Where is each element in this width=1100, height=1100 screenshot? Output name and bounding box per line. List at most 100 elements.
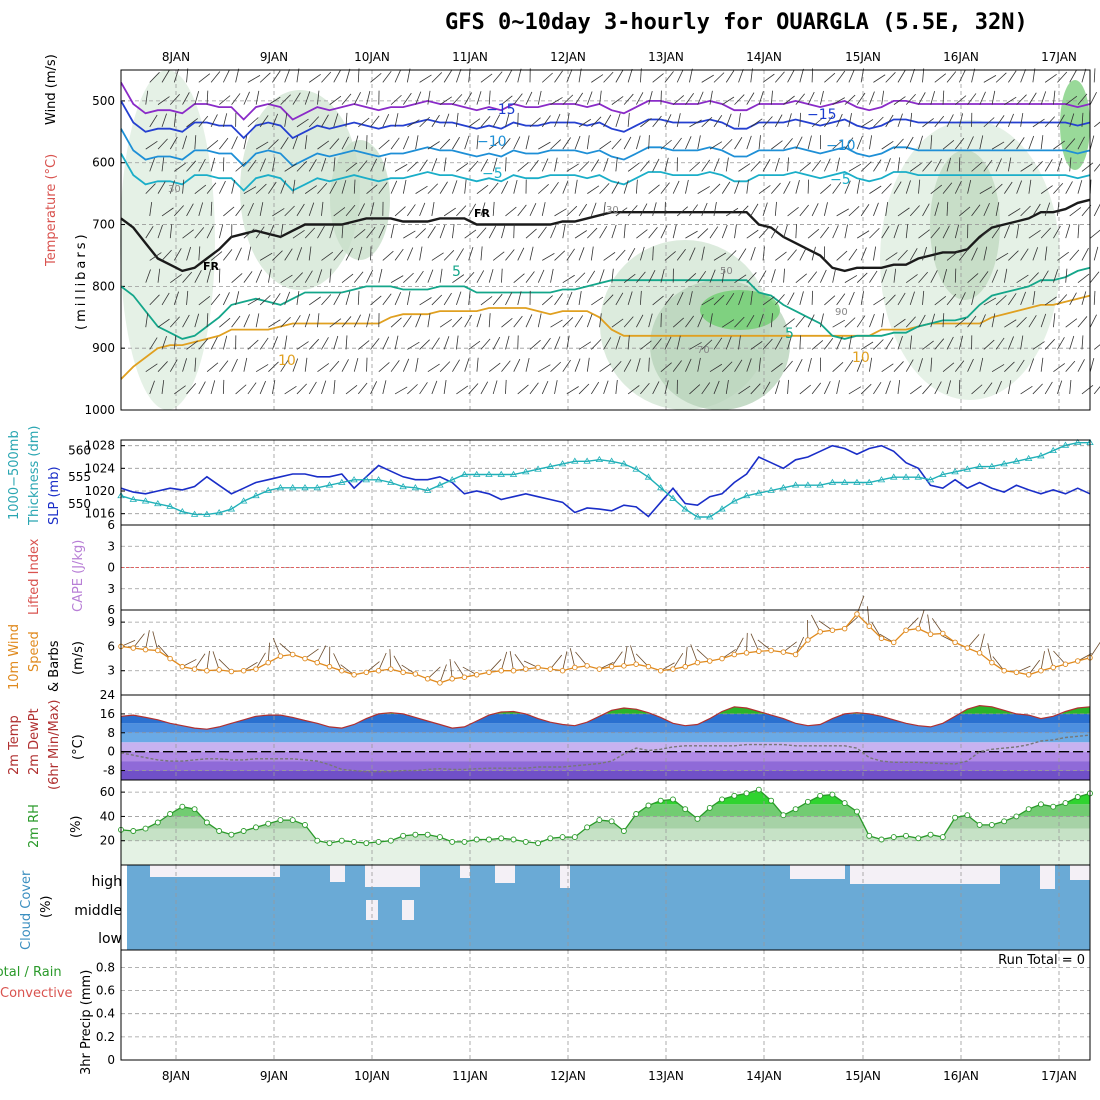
- wind-barb-upper: [501, 180, 509, 194]
- wind-barb-upper: [1065, 181, 1073, 194]
- wind-barb-upper: [161, 157, 165, 172]
- wind-barb-upper: [321, 251, 334, 261]
- wind-barb-upper: [268, 96, 281, 105]
- temp-band-5: [121, 723, 1090, 733]
- wind-barb-upper: [627, 205, 638, 217]
- label-convective: Convective: [0, 986, 73, 1001]
- wind-barb-upper: [247, 382, 257, 395]
- thickness-point: [595, 455, 604, 463]
- wind-barb-upper: [206, 182, 217, 194]
- wind-barb-upper: [713, 115, 723, 128]
- cloud-gap-1: [330, 865, 345, 882]
- wind-barb-upper: [1032, 383, 1043, 395]
- wind-barb-upper: [807, 271, 818, 283]
- wind-barb-upper: [770, 269, 776, 283]
- thickness-point: [632, 465, 640, 472]
- wind-barb-upper: [869, 227, 880, 239]
- wind-barb-upper: [640, 203, 648, 217]
- rh-point: [915, 835, 922, 842]
- wind10-barb: [449, 658, 453, 679]
- wind-barb-upper: [1016, 137, 1025, 150]
- rh-point: [682, 806, 689, 813]
- wind-barb-upper: [848, 163, 862, 172]
- wind10-barb: [623, 646, 628, 666]
- wind-barb-upper: [382, 70, 392, 83]
- wind-barb-upper: [689, 119, 702, 128]
- wind-barb-upper: [415, 185, 428, 194]
- wind10-barb: [690, 644, 698, 663]
- wind-barb-upper: [738, 69, 744, 83]
- precip-tick-2: 0.4: [96, 1007, 115, 1021]
- wind-barb-upper: [219, 95, 231, 105]
- wind-barb-upper: [615, 379, 618, 394]
- wind-barb-upper: [783, 318, 795, 328]
- wind-barb-upper: [427, 313, 431, 328]
- wind-barb-upper: [406, 247, 414, 261]
- wind-barb-upper: [873, 296, 886, 306]
- wind10-point: [547, 666, 554, 672]
- wind10-barb: [488, 659, 502, 673]
- wind-barb-upper: [480, 338, 491, 350]
- wind-barb-upper: [259, 115, 269, 128]
- rh-point: [473, 836, 480, 843]
- wind10-barb: [255, 652, 266, 670]
- wind-barb-upper: [811, 340, 824, 350]
- rh-point: [780, 812, 787, 819]
- wind-barb-upper: [157, 268, 161, 283]
- wind-barb-upper: [501, 268, 503, 283]
- wind-barb-upper: [1065, 268, 1068, 283]
- wind-barb-upper: [660, 268, 665, 283]
- wind-barb-upper: [406, 291, 411, 305]
- wind-barb-upper: [738, 335, 741, 350]
- wind10-point: [768, 647, 774, 654]
- wind-barb-upper: [873, 339, 884, 350]
- wind-barb-upper: [370, 295, 382, 306]
- label-rh: RH (%): [41, 285, 56, 330]
- wind-barb-upper: [186, 340, 198, 350]
- rh-point: [939, 834, 946, 841]
- wind-barb-upper: [308, 159, 317, 172]
- wind-barb-upper: [603, 337, 612, 350]
- rh-point: [1074, 794, 1081, 800]
- wind-barb-upper: [701, 246, 705, 261]
- rh-point: [719, 796, 725, 803]
- wind-barb-upper: [615, 207, 628, 217]
- wind-barb-upper: [909, 205, 920, 217]
- wind-barb-upper: [1008, 293, 1017, 306]
- wind-barb-upper: [946, 293, 957, 306]
- wind-barb-upper: [407, 161, 418, 172]
- wind-barb-upper: [959, 206, 971, 217]
- wind-barb-upper: [746, 272, 757, 283]
- wind-barb-upper: [1065, 224, 1071, 239]
- wind-barb-upper: [492, 293, 503, 306]
- wind-barb-upper: [599, 313, 602, 328]
- rh-point: [265, 820, 272, 827]
- wind-barb-upper: [599, 183, 610, 194]
- wind-barb-upper: [991, 141, 1005, 150]
- wind-barb-upper: [967, 136, 974, 150]
- wind-barb-upper: [157, 224, 163, 239]
- wind-barb-upper: [734, 224, 737, 239]
- wind10-point: [670, 666, 676, 672]
- wind-barb-upper: [836, 113, 843, 128]
- wind-barb-upper: [1077, 93, 1088, 105]
- wind-barb-upper: [967, 273, 979, 283]
- wind-barb-upper: [353, 179, 356, 194]
- wind10-barb: [635, 653, 649, 667]
- wind-tick-1: 6: [107, 639, 115, 653]
- thickness-point: [693, 513, 702, 520]
- temp-line: [120, 704, 1091, 730]
- wind-barb-upper: [378, 182, 388, 194]
- wind-barb-upper: [186, 68, 189, 83]
- rh-point: [890, 834, 897, 841]
- wind-barb-upper: [615, 249, 626, 261]
- wind-barb-upper: [390, 94, 402, 105]
- wind-barb-upper: [697, 357, 701, 372]
- slp-tick-1: 1020: [84, 484, 115, 498]
- wind10-barb: [549, 654, 563, 670]
- wind-barb-upper: [672, 224, 677, 239]
- wind10-barb: [992, 656, 1005, 671]
- wind10-point: [743, 650, 750, 656]
- wind-barb-upper: [280, 224, 284, 239]
- wind-barb-upper: [218, 224, 224, 239]
